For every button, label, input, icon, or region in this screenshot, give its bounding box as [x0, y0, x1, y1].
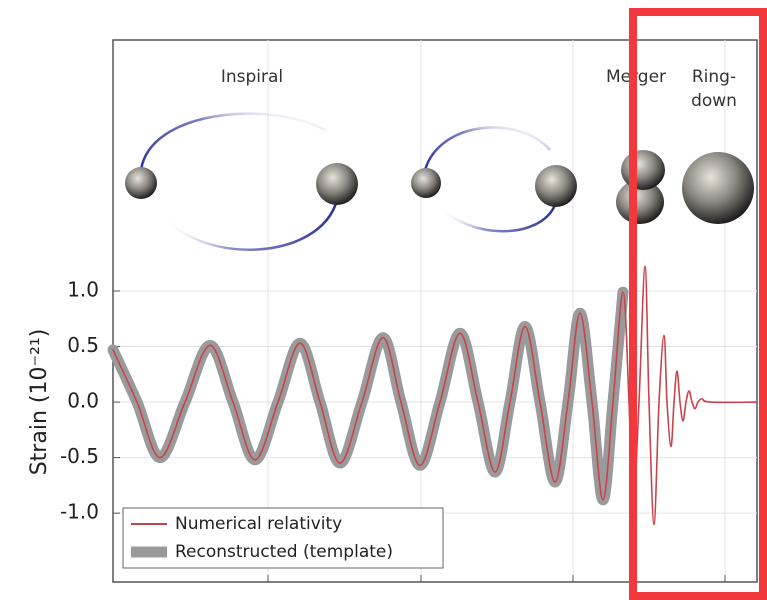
y-tick-label: 0.0 [67, 389, 99, 413]
annotation: Ring- [692, 67, 736, 87]
illustration [125, 112, 754, 251]
orbit [437, 204, 557, 233]
black-hole [125, 167, 157, 199]
y-axis-label: Strain (10⁻²¹) [27, 329, 52, 476]
black-hole [316, 163, 358, 205]
y-tick-label: -0.5 [60, 444, 99, 468]
highlight-box [629, 8, 767, 600]
y-tick-label: 1.0 [67, 278, 99, 302]
y-tick-label: 0.5 [67, 333, 99, 357]
orbit [158, 199, 339, 251]
annotation: Inspiral [221, 67, 283, 87]
series-line [112, 265, 758, 526]
merging-black-holes [616, 180, 664, 224]
lines [107, 265, 758, 526]
legend-label: Reconstructed (template) [175, 542, 393, 562]
legend-box [122, 507, 444, 569]
black-hole [682, 152, 754, 224]
y-tick-label: -1.0 [60, 500, 99, 524]
merging-black-holes [621, 150, 665, 190]
black-hole [411, 168, 441, 198]
legend: Numerical relativity Reconstructed (templ… [122, 507, 444, 569]
annotation: down [691, 91, 737, 111]
black-hole [535, 165, 577, 207]
plot-frame [112, 39, 758, 583]
legend-label: Numerical relativity [175, 514, 342, 534]
orbit [423, 126, 551, 171]
orbit [139, 112, 326, 171]
